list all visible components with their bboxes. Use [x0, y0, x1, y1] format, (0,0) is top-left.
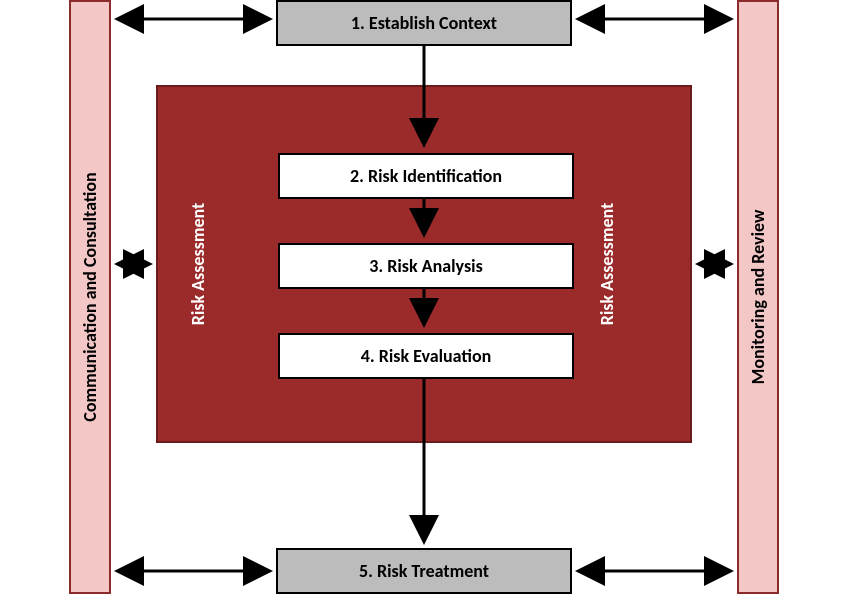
arrows-overlay — [0, 0, 848, 594]
